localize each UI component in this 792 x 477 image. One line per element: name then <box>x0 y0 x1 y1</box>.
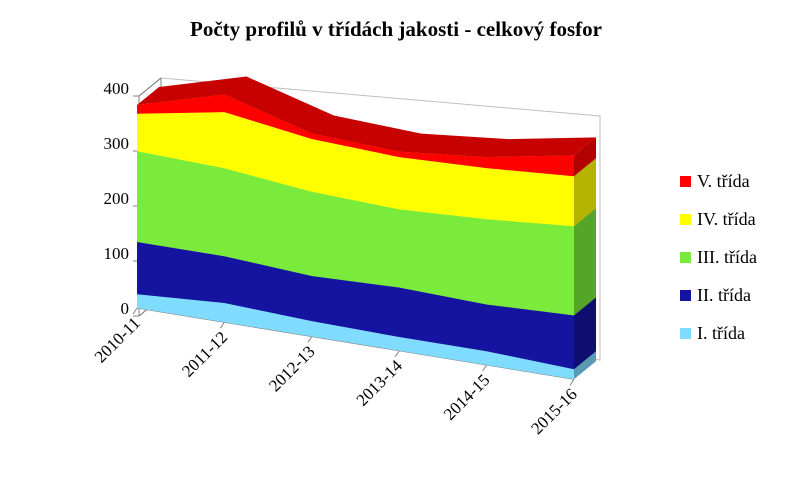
chart-title: Počty profilů v třídách jakosti - celkov… <box>190 17 602 41</box>
legend-swatch <box>680 214 691 225</box>
area-series-2 <box>137 151 574 316</box>
area-top-face-4 <box>137 76 596 158</box>
x-tick-mark <box>307 336 313 343</box>
x-tick-mark <box>219 321 225 329</box>
x-tick-label: 2010-11 <box>91 313 144 366</box>
x-tick-label: 2011-12 <box>178 328 231 381</box>
legend-label: IV. třída <box>697 209 756 229</box>
x-tick-label: 2012-13 <box>265 342 319 396</box>
area-side-face-1 <box>574 297 596 370</box>
plot-area <box>137 76 596 380</box>
x-tick-mark <box>482 364 488 372</box>
area-series-0 <box>137 294 574 380</box>
y-tick-depth <box>138 77 162 97</box>
area-series-1 <box>137 242 574 370</box>
legend-label: V. třída <box>697 171 750 191</box>
legend-swatch <box>680 252 691 263</box>
legend-label: II. třída <box>697 285 751 305</box>
y-tick-label: 100 <box>104 244 130 263</box>
legend: V. třída IV. třída III. třída II. třída I. t… <box>680 171 757 343</box>
x-tick-mark <box>569 378 575 386</box>
area-side-face-4 <box>574 137 596 177</box>
legend-swatch <box>680 176 691 187</box>
legend-swatch <box>680 328 691 339</box>
y-tick-label: 0 <box>121 299 130 318</box>
x-tick-mark <box>132 307 138 315</box>
x-tick-mark <box>394 350 400 358</box>
area-side-face-2 <box>574 208 596 316</box>
legend-label: III. třída <box>697 247 757 267</box>
y-tick-label: 200 <box>104 189 130 208</box>
y-tick-label: 400 <box>104 79 130 98</box>
area-side-face-3 <box>574 158 596 227</box>
legend-label: I. třída <box>697 323 745 343</box>
area-series-3 <box>137 112 574 227</box>
area-side-face-0 <box>574 351 596 380</box>
area-series-4 <box>137 94 574 177</box>
y-tick-label: 300 <box>104 134 130 153</box>
legend-swatch <box>680 290 691 301</box>
x-tick-label: 2013-14 <box>353 356 407 410</box>
x-tick-label: 2015-16 <box>527 385 581 439</box>
x-tick-label: 2014-15 <box>440 370 494 424</box>
